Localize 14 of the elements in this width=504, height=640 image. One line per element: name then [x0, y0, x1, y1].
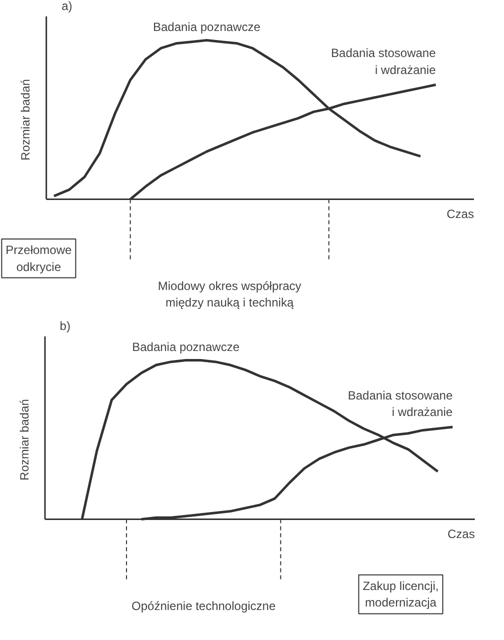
text: a): [62, 0, 72, 14]
text: Zakup licencji, modernizacja: [362, 578, 439, 610]
series-label: Badania stosowane i wdrażanie: [331, 46, 436, 77]
y-axis-title: Rozmiar badań: [18, 399, 32, 480]
x-axis-title: Czas: [448, 527, 475, 542]
text: Przełomowe odkrycie: [6, 243, 72, 274]
text: Opóźnienie technologiczne: [132, 598, 276, 613]
text: Miodowy okres współpracy między nauką i techniką: [158, 278, 302, 310]
text: b): [60, 319, 70, 334]
y-axis-title: Rozmiar badań: [18, 79, 33, 160]
series-label: Badania stosowane i wdrażanie: [348, 388, 453, 420]
series-label: Badania poznawcze: [132, 340, 240, 354]
series-label: Badania poznawcze: [152, 20, 261, 34]
x-axis-title: Czas: [446, 207, 474, 222]
